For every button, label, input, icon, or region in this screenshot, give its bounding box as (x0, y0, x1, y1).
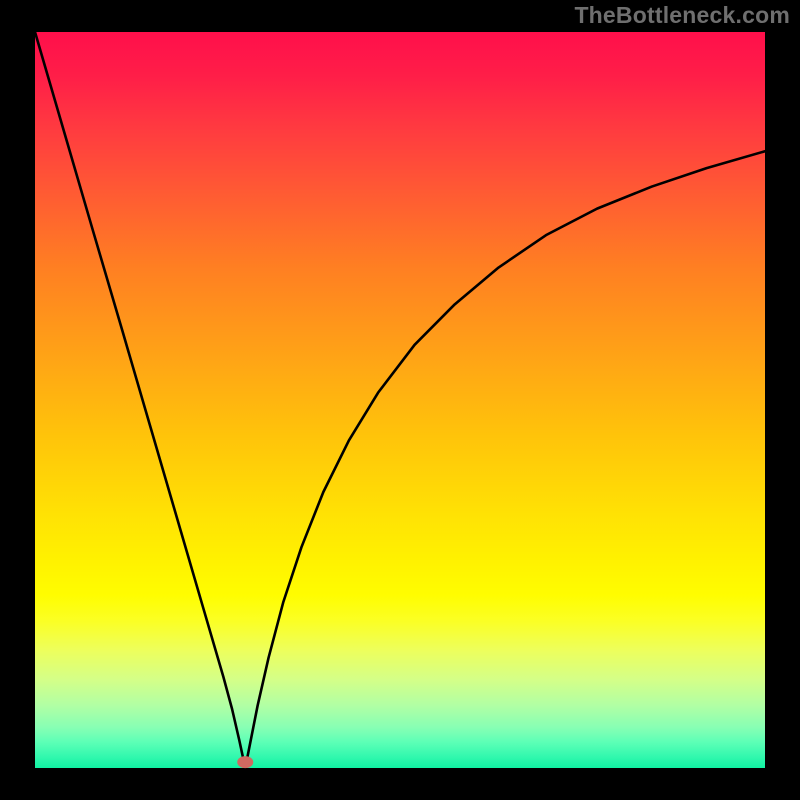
plot-background (35, 32, 765, 768)
chart-container: TheBottleneck.com (0, 0, 800, 800)
bottleneck-marker (237, 756, 253, 768)
watermark-text: TheBottleneck.com (574, 2, 790, 29)
bottleneck-chart (0, 0, 800, 800)
